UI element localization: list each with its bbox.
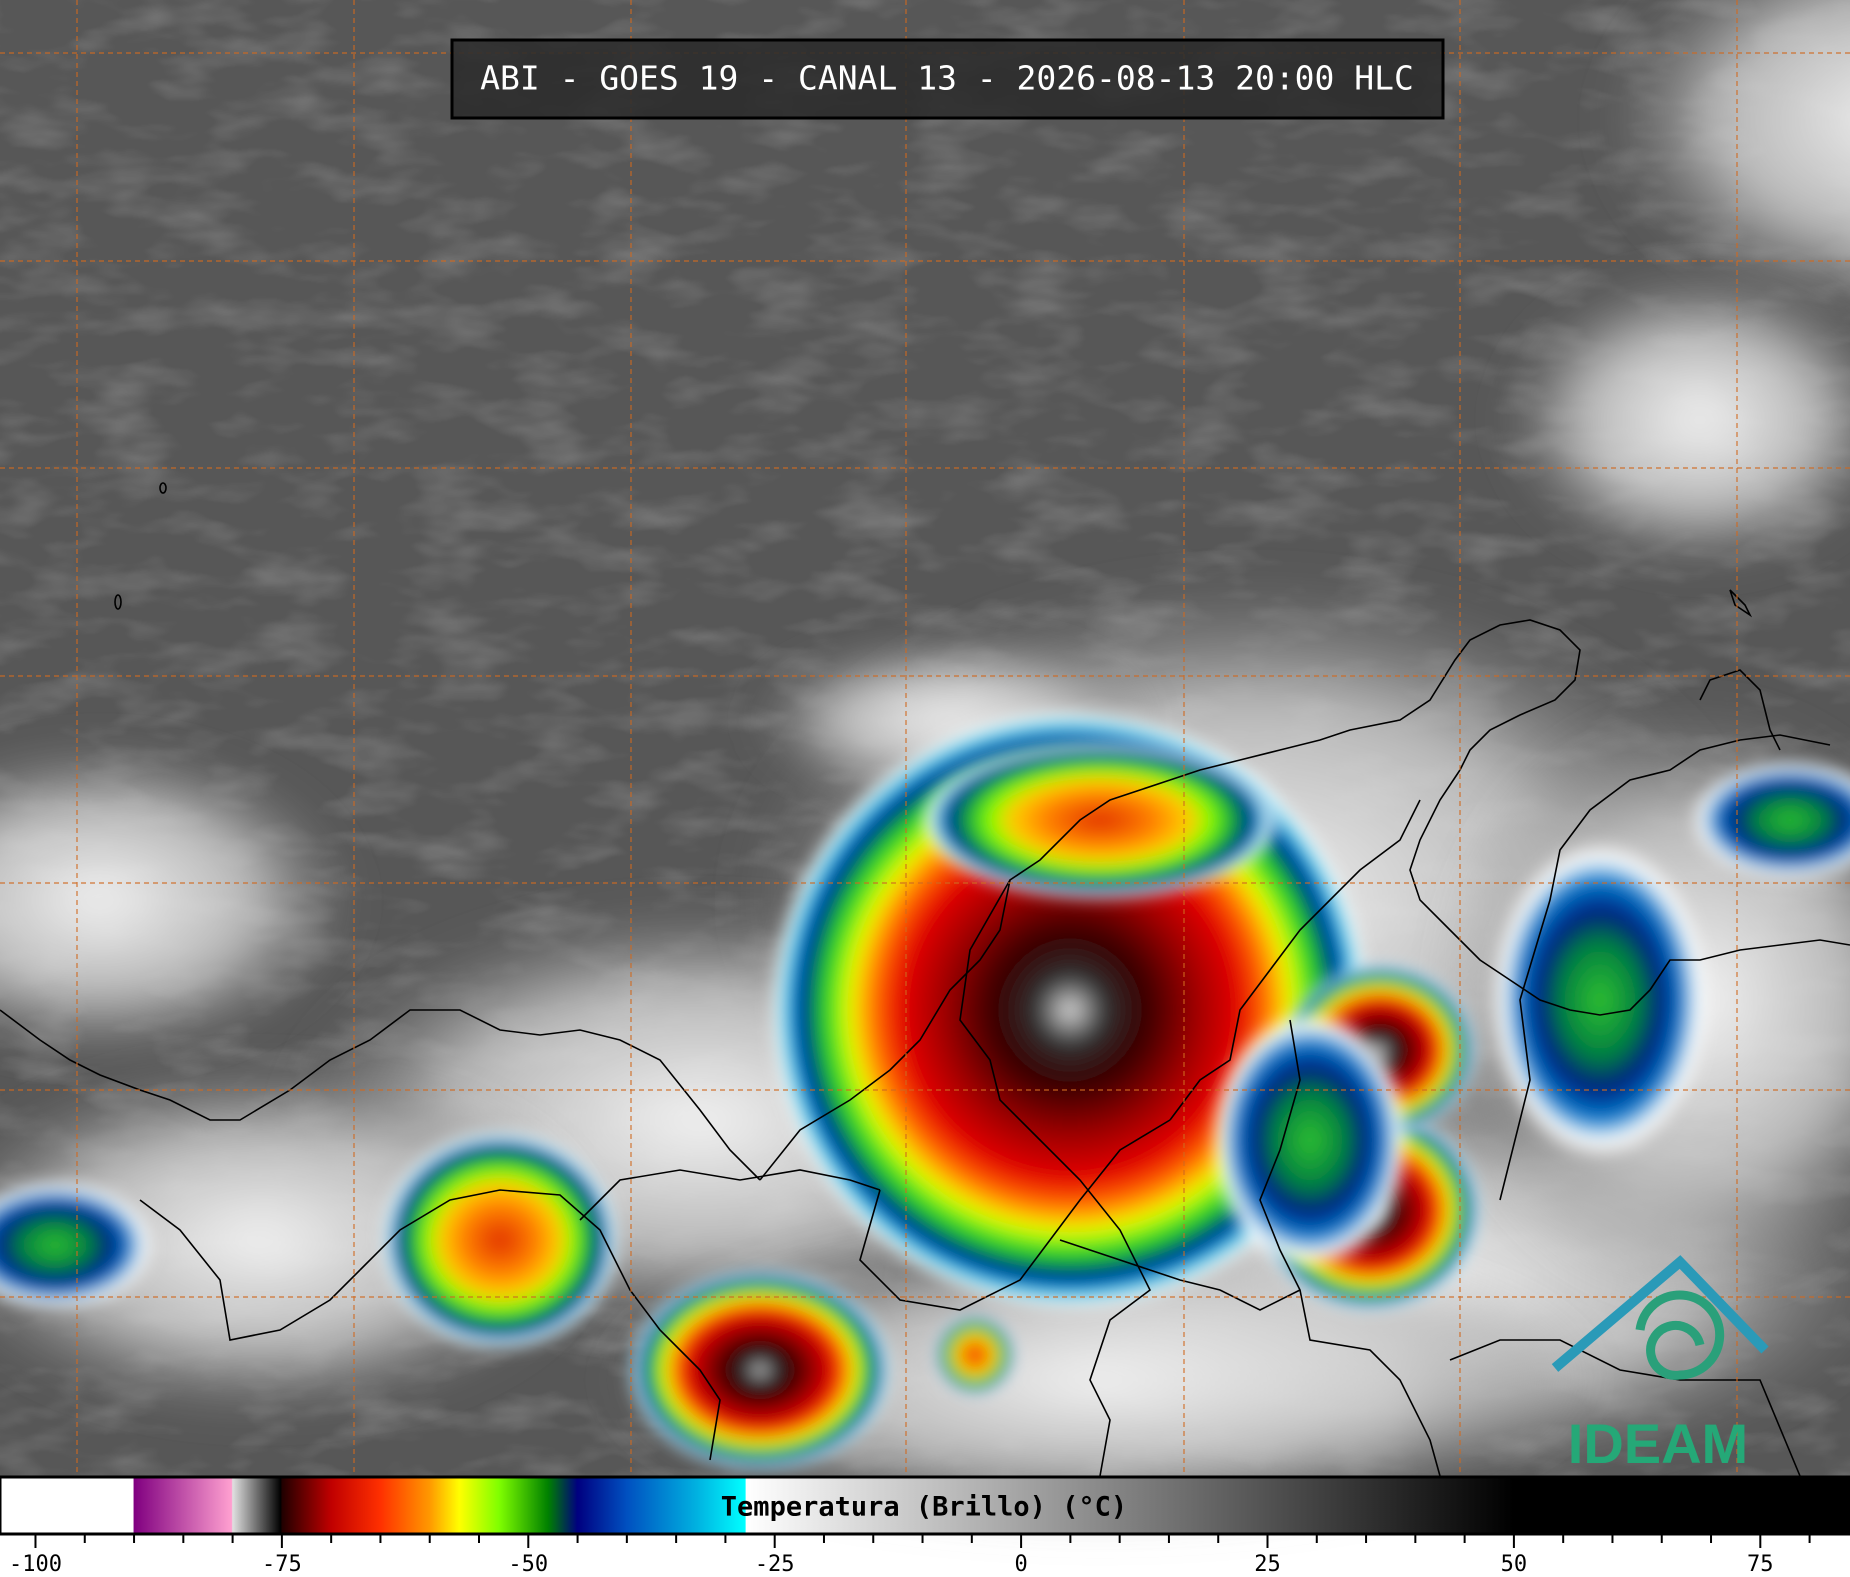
clouds — [0, 0, 1850, 1530]
tick-label: 0 — [1014, 1552, 1027, 1577]
logo-swirl — [1635, 1290, 1725, 1380]
tick-label: -75 — [262, 1552, 302, 1577]
colorbar: Temperatura (Brillo) (°C) -100 -75 -50 -25 0… — [0, 1475, 1850, 1577]
tick-label: 75 — [1747, 1552, 1774, 1577]
cool-cell — [1210, 1010, 1410, 1270]
tick-label: 50 — [1501, 1552, 1528, 1577]
cool-cell — [1490, 840, 1710, 1160]
bright-cloud — [0, 740, 360, 1060]
colorbar-label: Temperatura (Brillo) (°C) — [721, 1492, 1127, 1523]
storm-cell — [630, 1270, 890, 1470]
bright-cloud — [1600, 0, 1850, 318]
warm-cell — [920, 740, 1280, 900]
cool-cell — [1690, 760, 1850, 880]
title-background — [450, 38, 1445, 120]
title: ABI - GOES 19 - CANAL 13 - 2026-08-13 20… — [480, 59, 1414, 98]
warm-cell — [380, 1130, 620, 1350]
tick-label: -100 — [9, 1552, 62, 1577]
tick-label: -25 — [755, 1552, 795, 1577]
satellite-map: ABI - GOES 19 - CANAL 13 - 2026-08-13 20… — [0, 0, 1850, 1530]
title-box: ABI - GOES 19 - CANAL 13 - 2026-08-13 20… — [450, 38, 1445, 120]
tick-label: 25 — [1254, 1552, 1281, 1577]
logo: IDEAM — [1551, 1255, 1769, 1475]
warm-cell — [935, 1315, 1015, 1395]
logo-roof — [1551, 1255, 1769, 1372]
bright-cloud — [1500, 270, 1850, 570]
tick-label: -50 — [508, 1552, 548, 1577]
colorbar-ticks: -100 -75 -50 -25 0 25 50 75 — [9, 1535, 1811, 1577]
coastlines — [0, 482, 1850, 1477]
logo-text: IDEAM — [1568, 1412, 1748, 1475]
colorbar-ramp — [0, 1475, 1850, 1536]
lat-lon-grid — [0, 0, 1850, 1476]
